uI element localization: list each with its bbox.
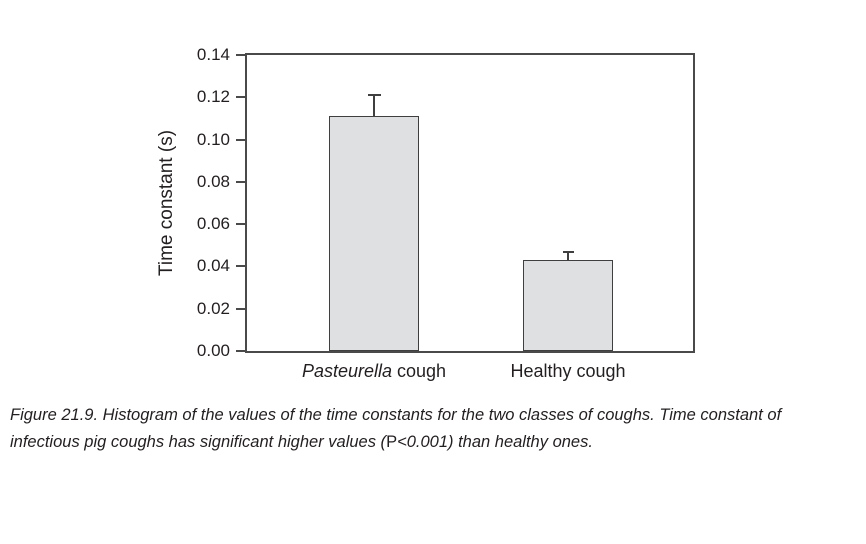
error-bar-stem-pasteurella-cough (373, 95, 375, 118)
caption-line-2-post: <0.001) than healthy ones. (397, 433, 593, 451)
caption-line-2: infectious pig coughs has significant hi… (10, 429, 781, 456)
y-axis-title: Time constant (s) (156, 129, 177, 277)
y-tick-label: 0.08 (196, 171, 230, 191)
y-tick-label: 0.06 (196, 214, 230, 234)
y-tick-mark (236, 54, 245, 56)
y-tick-label: 0.02 (196, 298, 230, 318)
caption-line-2-pre: infectious pig coughs has significant hi… (10, 433, 387, 451)
y-tick-mark (236, 223, 245, 226)
error-bar-stem-healthy-cough (567, 251, 569, 262)
y-tick-label: 0.12 (196, 87, 230, 107)
y-tick-mark (236, 180, 245, 183)
x-category-label-pasteurella-cough: Pasteurella cough (302, 359, 446, 383)
y-tick-mark (236, 307, 245, 310)
y-tick-label: 0.04 (196, 256, 230, 276)
y-tick-label: 0.14 (196, 45, 230, 64)
bar-healthy-cough (523, 260, 613, 351)
y-tick-label: 0.10 (196, 129, 230, 149)
x-category-label-healthy-cough: Healthy cough (510, 361, 626, 381)
y-tick-mark (236, 138, 245, 141)
y-tick-mark (236, 265, 245, 268)
bar-pasteurella-cough (329, 116, 419, 351)
error-bar-cap-pasteurella-cough (367, 94, 381, 97)
caption-line-1: Figure 21.9. Histogram of the values of … (10, 406, 782, 424)
plot-area (245, 53, 695, 353)
caption-line-2-pvalue: P (386, 433, 398, 451)
y-tick-label: 0.00 (196, 341, 230, 360)
x-label-italic-part: Pasteurella (301, 361, 393, 381)
y-tick-mark (236, 350, 245, 352)
x-label-regular-part: cough (392, 361, 447, 381)
y-tick-mark (236, 96, 245, 99)
error-bar-cap-healthy-cough (562, 250, 574, 253)
figure-caption: Figure 21.9. Histogram of the values of … (10, 402, 781, 456)
